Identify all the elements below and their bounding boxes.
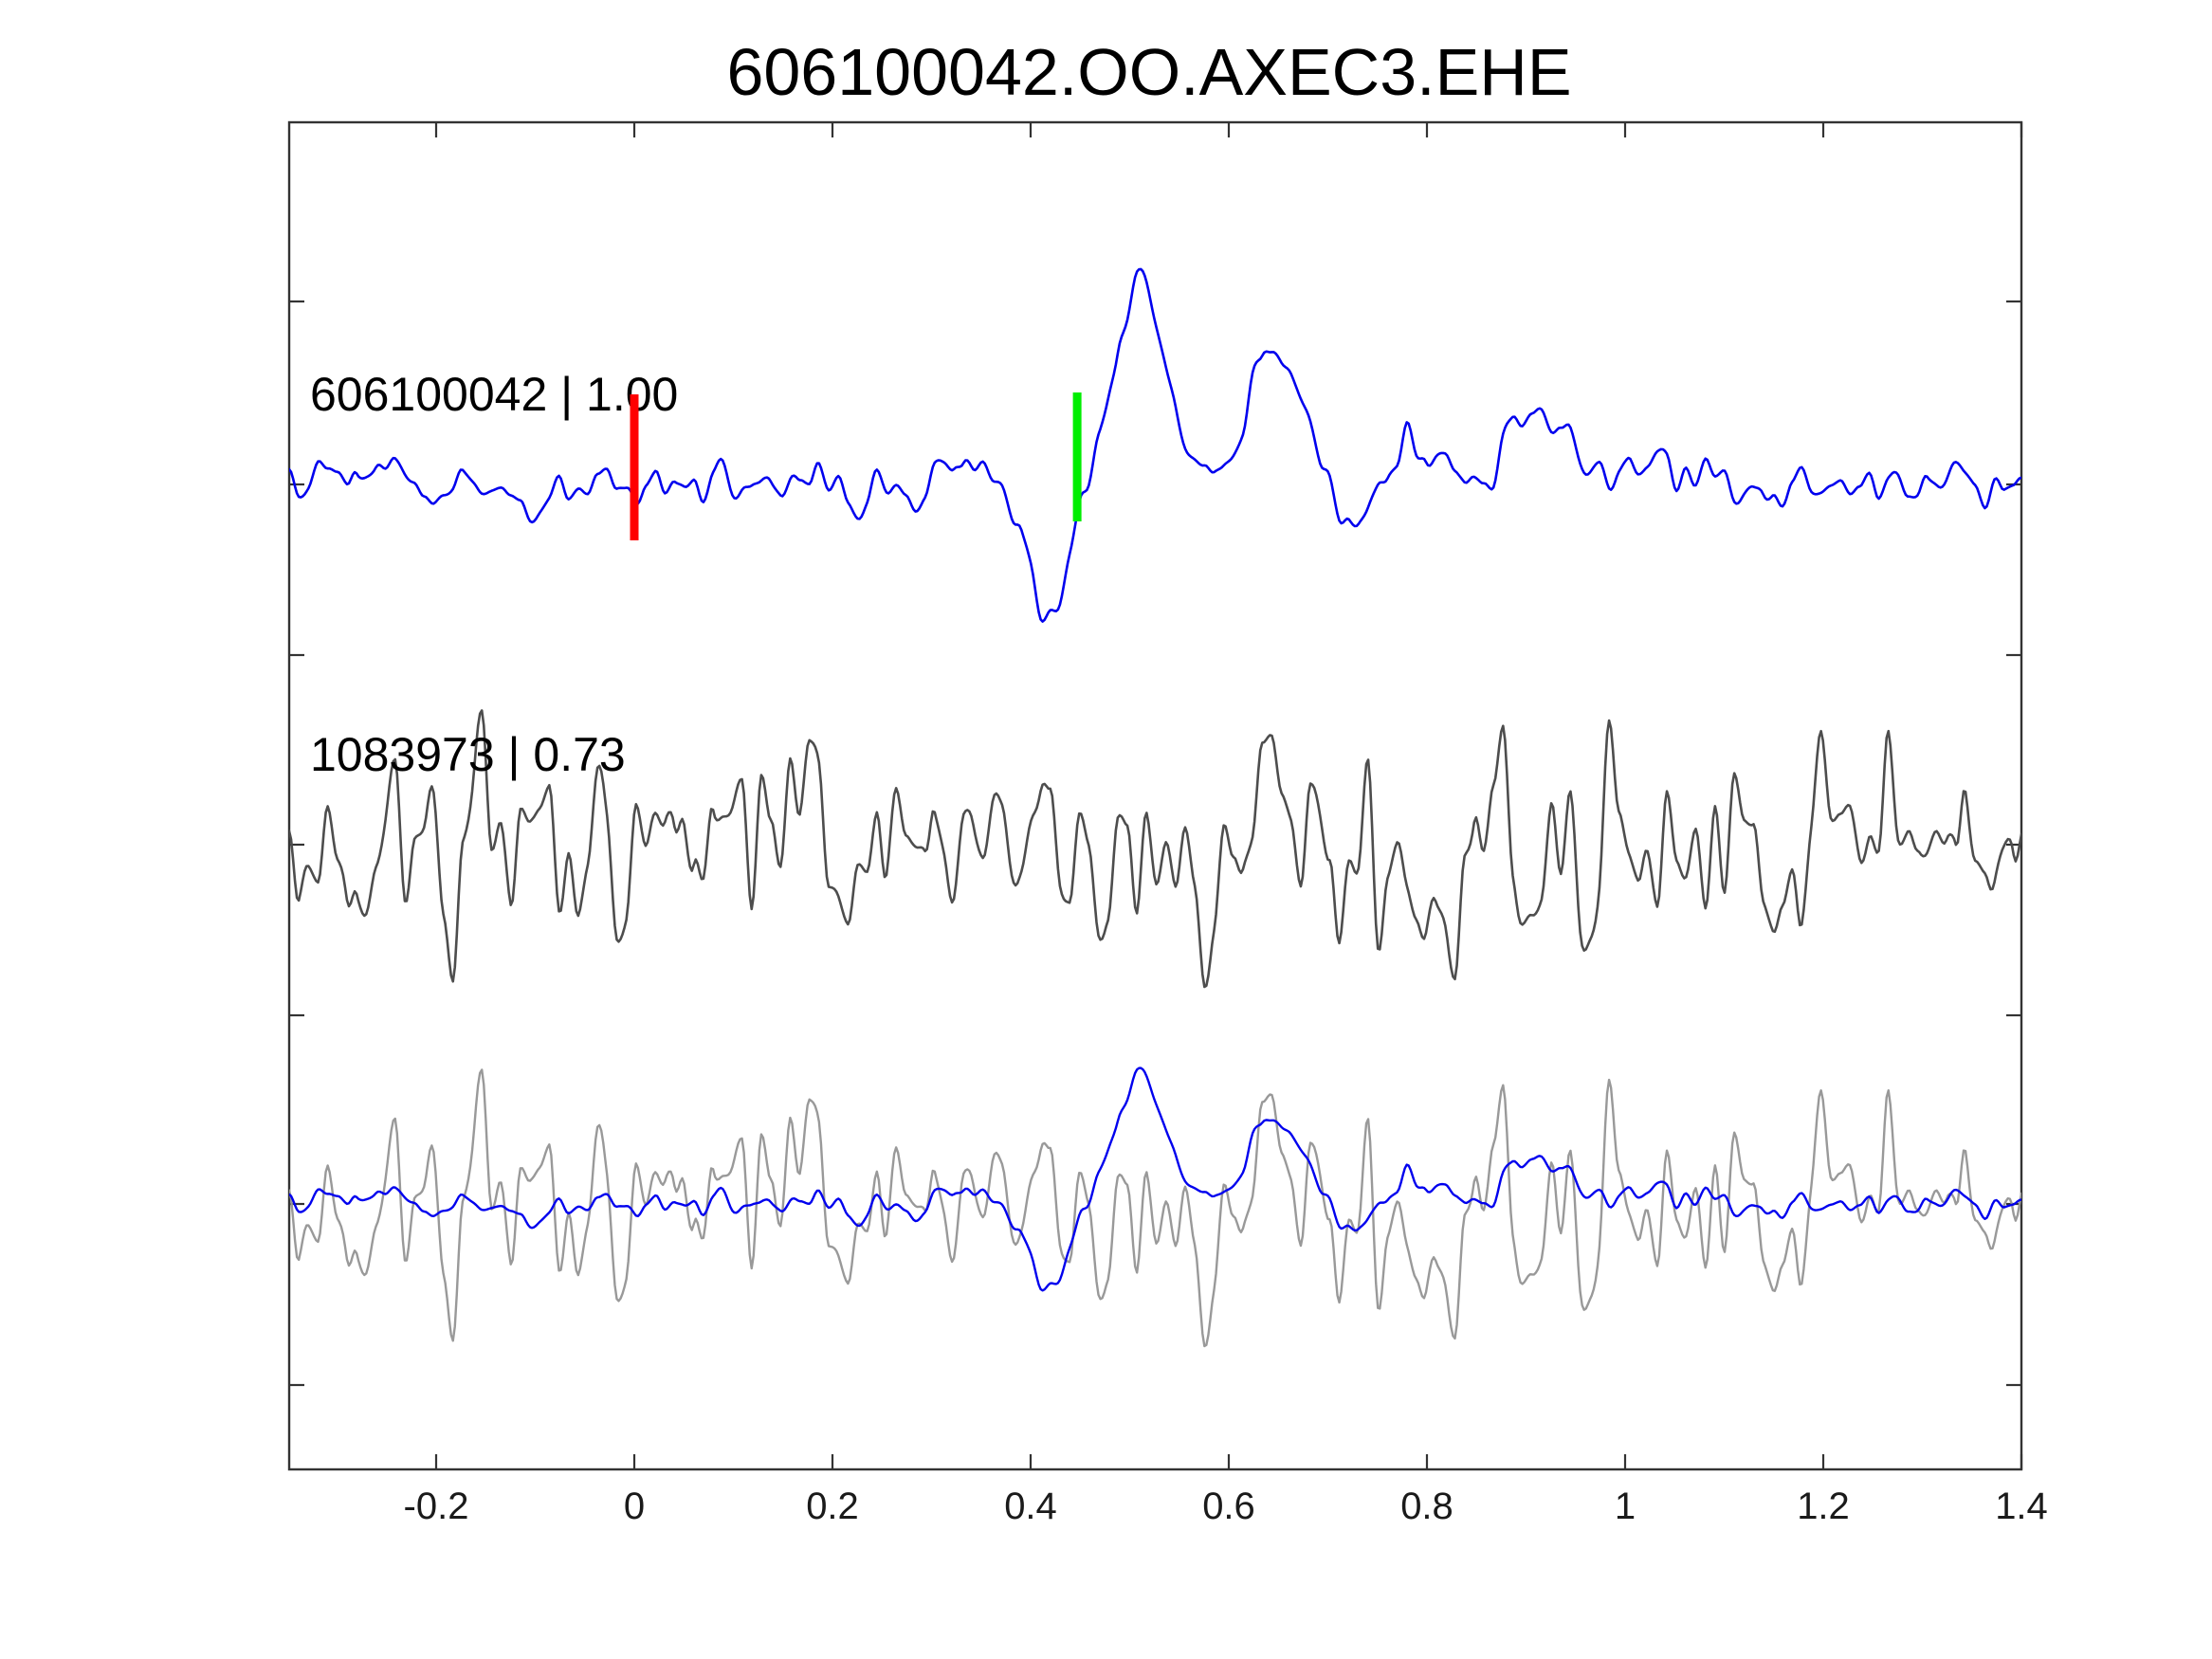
- svg-text:-0.2: -0.2: [404, 1486, 469, 1527]
- svg-text:1083973 | 0.73: 1083973 | 0.73: [310, 728, 626, 781]
- svg-text:0: 0: [624, 1486, 645, 1527]
- svg-text:0.8: 0.8: [1400, 1486, 1453, 1527]
- svg-text:0.4: 0.4: [1004, 1486, 1057, 1527]
- svg-text:1.4: 1.4: [1995, 1486, 2048, 1527]
- svg-text:0.2: 0.2: [806, 1486, 859, 1527]
- svg-text:606100042.OO.AXEC3.EHE: 606100042.OO.AXEC3.EHE: [726, 35, 1571, 109]
- svg-text:606100042 | 1.00: 606100042 | 1.00: [310, 368, 678, 421]
- svg-text:0.6: 0.6: [1202, 1486, 1255, 1527]
- svg-text:1: 1: [1615, 1486, 1636, 1527]
- svg-text:1.2: 1.2: [1797, 1486, 1850, 1527]
